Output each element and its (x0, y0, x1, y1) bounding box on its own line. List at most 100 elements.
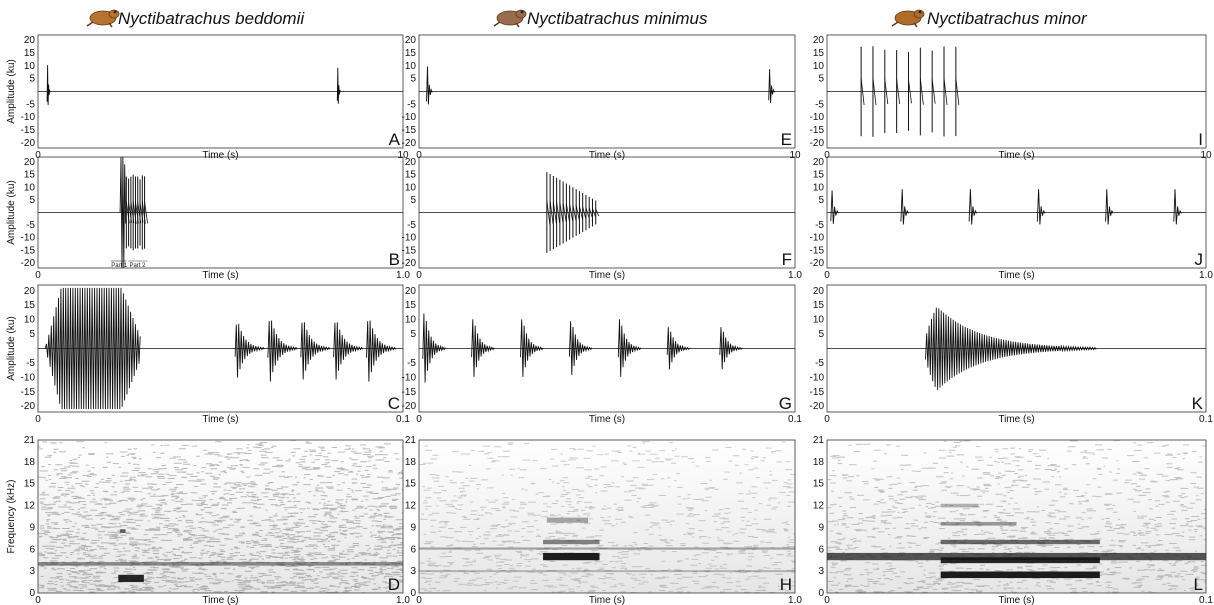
y-tick-label: 15 (24, 479, 36, 490)
x-tick-label: 1.0 (396, 270, 410, 281)
y-tick-label: -5 (815, 358, 824, 369)
y-tick-label: 15 (405, 170, 417, 181)
y-tick-label: 12 (405, 501, 417, 512)
spectrogram-noise (827, 440, 1206, 593)
y-tick-label: 10 (24, 315, 36, 326)
y-tick-label: 5 (410, 74, 416, 85)
waveform-burst (336, 67, 341, 104)
y-tick-label: -15 (402, 245, 417, 256)
y-tick-label: -20 (810, 401, 825, 412)
x-axis-label: Time (s) (589, 150, 625, 161)
panel-letter: I (1198, 130, 1203, 149)
x-tick-label: 0 (824, 595, 830, 605)
x-tick-label: 1.0 (788, 595, 802, 605)
panel-letter: H (780, 575, 792, 594)
x-tick-label: 0 (416, 270, 422, 281)
frog-icon (493, 9, 527, 28)
waveform-burst (520, 319, 544, 377)
waveform-burst (1036, 189, 1046, 225)
harmonic-band (940, 571, 1100, 579)
harmonic-band (940, 557, 1100, 564)
panel-letter: K (1192, 394, 1204, 413)
panel-frame (418, 284, 796, 413)
x-axis-label: Time (s) (202, 270, 238, 281)
waveform-burst (719, 327, 743, 370)
x-tick-label: 0 (416, 150, 422, 161)
y-tick-label: 20 (813, 286, 825, 297)
y-tick-label: -10 (402, 372, 417, 383)
x-tick-label: 1.0 (396, 595, 410, 605)
y-tick-label: 5 (818, 329, 824, 340)
y-tick-label: 10 (813, 315, 825, 326)
y-tick-label: 21 (405, 435, 417, 446)
y-tick-label: 15 (813, 300, 825, 311)
x-tick-label: 10 (1200, 150, 1212, 161)
x-tick-label: 0 (416, 414, 422, 425)
panel-letter: C (388, 394, 400, 413)
y-tick-label: -15 (402, 125, 417, 136)
x-axis-label: Time (s) (202, 595, 238, 605)
y-tick-label: 12 (813, 501, 825, 512)
panel-l: 21 18 15 12 9 6 3 00 0.1 Time (s) L (813, 435, 1214, 605)
y-tick-label: 5 (29, 74, 35, 85)
panel-d: 21 18 15 12 9 6 3 00 1.0 Time (s) Frequency (kHz) D (6, 435, 410, 605)
x-axis-label: Time (s) (998, 270, 1034, 281)
y-tick-label: -15 (810, 387, 825, 398)
harmonic-band (38, 562, 403, 566)
y-tick-label: -10 (402, 233, 417, 244)
y-tick-label: 5 (818, 195, 824, 206)
waveform-burst (617, 319, 642, 377)
y-tick-label: -20 (21, 258, 36, 269)
panel-frame (826, 439, 1207, 594)
y-axis-label: Amplitude (ku) (6, 59, 17, 123)
y-axis-label: Frequency (kHz) (6, 480, 17, 554)
panel-letter: F (782, 250, 792, 269)
y-tick-label: 15 (813, 170, 825, 181)
y-tick-label: 18 (24, 457, 36, 468)
y-tick-label: 20 (813, 35, 825, 46)
panel-letter: B (389, 250, 400, 269)
waveform-burst (333, 322, 364, 380)
y-tick-label: -10 (810, 233, 825, 244)
species-title-beddomii: Nyctibatrachus beddomii (118, 9, 305, 28)
x-tick-label: 0 (35, 414, 41, 425)
x-axis-label: Time (s) (589, 595, 625, 605)
y-tick-label: 5 (410, 195, 416, 206)
y-tick-label: -5 (407, 358, 416, 369)
y-tick-label: 20 (405, 35, 417, 46)
y-tick-label: 18 (405, 457, 417, 468)
y-tick-label: 5 (410, 329, 416, 340)
panel-k: 20 15 10 5 -5 -10 -15 -20 0 0.1 Time (s) K (810, 284, 1213, 425)
x-axis-label: Time (s) (202, 150, 238, 161)
waveform-burst (666, 327, 691, 370)
y-axis-label: Amplitude (ku) (6, 180, 17, 244)
frog-icon (891, 9, 925, 28)
x-tick-label: 0 (824, 414, 830, 425)
harmonic-band (543, 552, 600, 561)
panel-letter: A (389, 130, 401, 149)
y-tick-label: -10 (21, 233, 36, 244)
y-tick-label: 15 (24, 48, 36, 59)
y-tick-label: -20 (21, 138, 36, 149)
panel-frame (37, 156, 404, 269)
y-tick-label: 15 (813, 48, 825, 59)
y-tick-label: 0 (410, 588, 416, 599)
y-tick-label: -5 (407, 220, 416, 231)
y-tick-label: 9 (818, 522, 824, 533)
y-tick-label: 20 (405, 286, 417, 297)
harmonic-band (940, 539, 1100, 545)
waveform-burst (1173, 189, 1182, 225)
y-tick-label: 21 (24, 435, 36, 446)
x-tick-label: 0 (416, 595, 422, 605)
frog-icon (86, 9, 120, 28)
y-tick-label: -5 (26, 99, 35, 110)
panel-e: 20 15 10 5 -5 -10 -15 -200 10 Time (s) E (402, 34, 801, 161)
panel-frame (37, 284, 404, 413)
waveform-burst (426, 66, 433, 105)
frog-icons (86, 9, 925, 28)
y-tick-label: -15 (810, 125, 825, 136)
y-tick-label: -20 (402, 258, 417, 269)
waveform-burst (300, 322, 331, 380)
panel-h: 21 18 15 12 9 6 3 00 1.0 Time (s) H (405, 435, 803, 605)
